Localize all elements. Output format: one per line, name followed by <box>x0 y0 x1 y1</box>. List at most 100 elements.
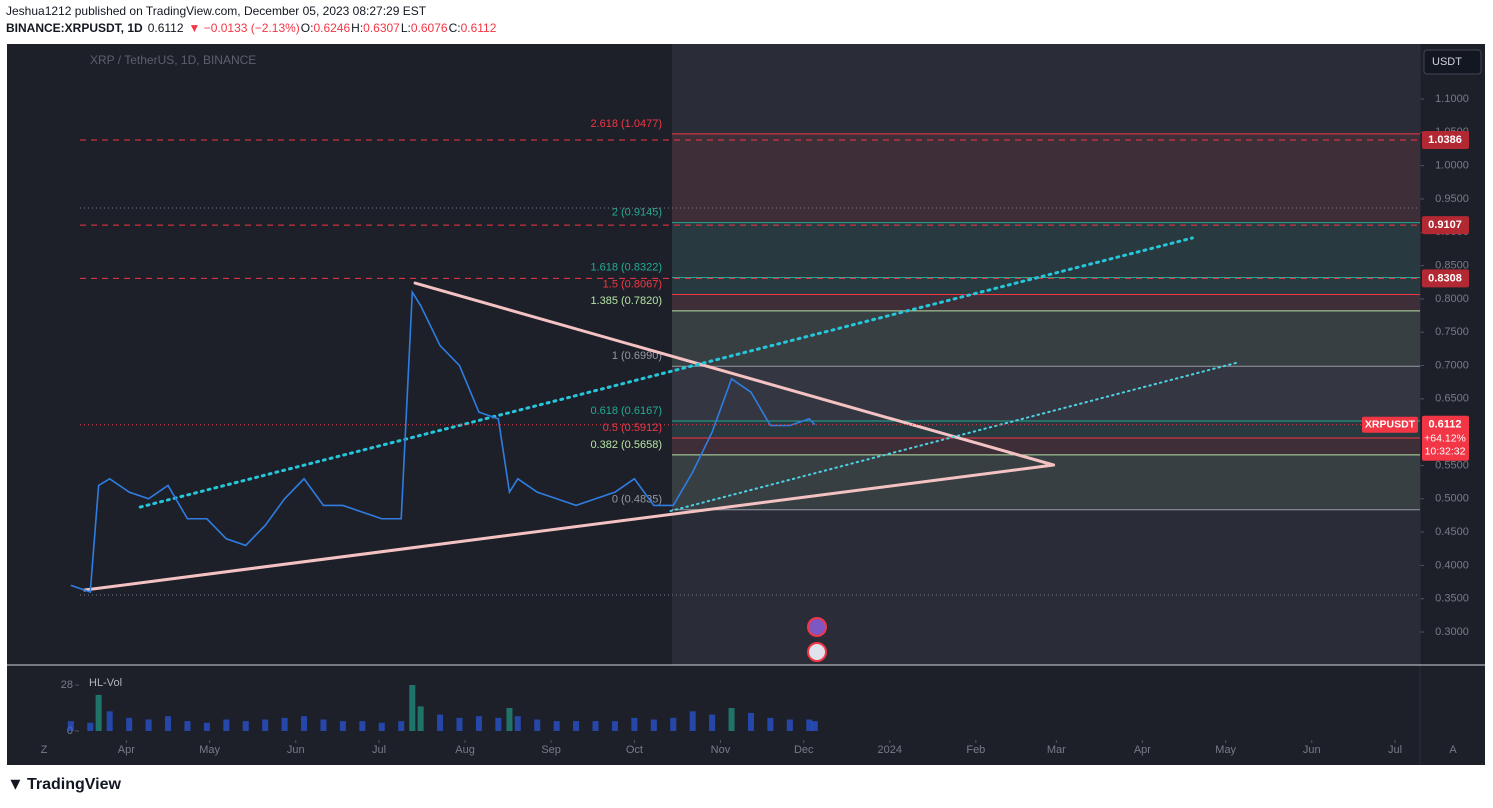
x-tick-label: Jun <box>287 744 305 756</box>
plot: XRP / TetherUS, 1D, BINANCE 0.3000 0.3500 0… <box>41 44 1482 765</box>
volume-bar <box>534 719 541 731</box>
y-tick-label: 0.6500 <box>1435 393 1469 405</box>
y-tick-label: 0.5500 <box>1435 459 1469 471</box>
volume-bar <box>573 721 580 731</box>
header-text: 0.6112 <box>148 21 184 35</box>
volume-bar <box>670 717 677 731</box>
level-badge <box>1422 269 1469 288</box>
level-badge <box>1422 216 1469 235</box>
trendline <box>138 236 1194 509</box>
volume-bar <box>506 708 513 731</box>
volume-bar <box>495 717 502 731</box>
x-tick-label: Aug <box>455 744 475 756</box>
fib-label: 1.385 (0.7820) <box>590 295 662 307</box>
volume-bar <box>767 717 774 731</box>
brand-logo: ▼ <box>7 774 24 793</box>
volume-bar <box>242 721 249 731</box>
fib-label: 1.5 (0.8067) <box>603 278 662 290</box>
header-text: ▼ −0.0133 (−2.13%) <box>189 21 300 35</box>
x-tick-label: Feb <box>966 744 985 756</box>
brand: TradingView <box>27 776 122 793</box>
y-tick-label: 0.4000 <box>1435 559 1469 571</box>
header-text: BINANCE:XRPUSDT, 1D <box>6 21 143 35</box>
fib-zone <box>672 222 1420 278</box>
volume-bar <box>786 719 793 731</box>
projection-area <box>672 44 1420 665</box>
x-tick-label: May <box>1215 744 1236 756</box>
currency-label: USDT <box>1432 56 1462 68</box>
y-tick-label: 0.8000 <box>1435 293 1469 305</box>
price-badge-change: +64.12% <box>1424 432 1466 444</box>
x-tick-label: Apr <box>118 744 135 756</box>
header-text: 0.6112 <box>461 21 497 35</box>
volume-tick-label: 28 <box>61 679 73 691</box>
event-icon[interactable] <box>807 617 827 637</box>
volume-bar <box>409 685 416 731</box>
x-tick-label: Dec <box>794 744 814 756</box>
volume-bar <box>475 716 482 731</box>
price-badge-value: 0.6112 <box>1428 419 1461 431</box>
y-tick-label: 0.3000 <box>1435 626 1469 638</box>
volume-bar <box>301 716 308 731</box>
volume-bar <box>281 717 288 731</box>
y-tick-label: 0.7000 <box>1435 359 1469 371</box>
fib-label: 0 (0.4835) <box>612 494 662 506</box>
symbol-badge <box>1362 416 1418 433</box>
header-text: H: <box>351 21 363 35</box>
y-tick-label: 0.7500 <box>1435 326 1469 338</box>
volume-bar <box>262 719 269 731</box>
y-tick-label: 0.3500 <box>1435 593 1469 605</box>
y-tick-label: 1.0000 <box>1435 160 1469 172</box>
fib-zone <box>672 366 1420 422</box>
header-text: 0.6246 <box>313 21 350 35</box>
fib-zone <box>672 438 1420 455</box>
x-tick-label: May <box>199 744 220 756</box>
volume-bar <box>320 719 327 731</box>
volume-bar <box>417 706 424 731</box>
header-text: 0.6076 <box>411 21 448 35</box>
volume-bar <box>223 719 230 731</box>
volume-bar <box>631 717 638 731</box>
volume-bar <box>378 722 385 731</box>
fib-label: 1.618 (0.8322) <box>590 261 662 273</box>
x-tick-label: Jun <box>1303 744 1321 756</box>
volume-bar <box>398 721 405 731</box>
volume-bar <box>811 721 818 731</box>
y-tick-label: 0.9500 <box>1435 193 1469 205</box>
currency-button[interactable] <box>1423 49 1482 75</box>
fib-label: 1 (0.6990) <box>612 350 662 362</box>
fib-zone <box>672 133 1420 223</box>
volume-bar <box>806 719 813 731</box>
volume-bar <box>165 716 172 731</box>
volume-bar <box>747 712 754 731</box>
fib-zone <box>672 294 1420 311</box>
x-tick-label: Jul <box>372 744 386 756</box>
fib-zone <box>672 421 1420 439</box>
volume-bar <box>709 714 716 731</box>
price-badge-countdown: 10:32:32 <box>1425 445 1466 457</box>
fib-label: 2.618 (1.0477) <box>590 118 662 130</box>
volume-bar <box>553 721 560 731</box>
price-line <box>70 289 816 594</box>
level-badge-label: 1.0386 <box>1428 134 1462 146</box>
volume-bar <box>184 721 191 731</box>
volume-bar <box>145 719 152 731</box>
level-badge <box>1422 130 1469 149</box>
header-text: C: <box>449 21 461 35</box>
trendline <box>413 281 1056 467</box>
level-badge-label: 0.8308 <box>1428 272 1462 284</box>
publish-info: Jeshua1212 published on TradingView.com,… <box>6 4 427 18</box>
x-tick-label: Oct <box>626 744 643 756</box>
flag-icon[interactable] <box>807 642 827 662</box>
x-tick-label: Sep <box>541 744 561 756</box>
volume-bar <box>126 717 133 731</box>
y-tick-label: 0.5000 <box>1435 493 1469 505</box>
symbol-badge-label: XRPUSDT <box>1365 418 1416 430</box>
watermark: XRP / TetherUS, 1D, BINANCE <box>90 53 256 67</box>
x-tick-label: Jul <box>1388 744 1402 756</box>
volume-bar <box>106 711 113 731</box>
volume-bar <box>67 721 74 731</box>
level-badge-label: 0.9107 <box>1428 219 1462 231</box>
